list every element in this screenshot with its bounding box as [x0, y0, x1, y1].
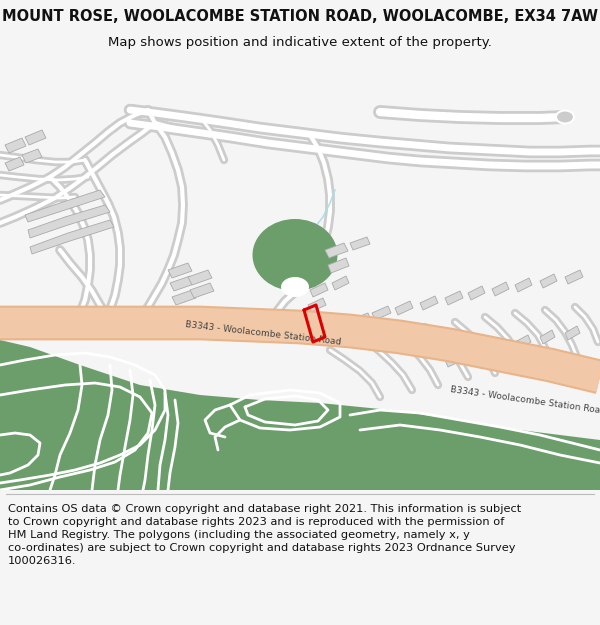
Polygon shape — [445, 353, 463, 367]
Polygon shape — [25, 130, 46, 145]
Polygon shape — [325, 243, 348, 258]
Polygon shape — [0, 340, 600, 490]
Text: Contains OS data © Crown copyright and database right 2021. This information is : Contains OS data © Crown copyright and d… — [8, 504, 521, 566]
Polygon shape — [395, 301, 413, 315]
Polygon shape — [540, 274, 557, 288]
Polygon shape — [22, 149, 42, 163]
Polygon shape — [372, 306, 391, 320]
Polygon shape — [28, 205, 110, 238]
Polygon shape — [468, 346, 485, 360]
Polygon shape — [515, 335, 531, 349]
Ellipse shape — [281, 277, 309, 297]
Text: MOUNT ROSE, WOOLACOMBE STATION ROAD, WOOLACOMBE, EX34 7AW: MOUNT ROSE, WOOLACOMBE STATION ROAD, WOO… — [2, 9, 598, 24]
Ellipse shape — [556, 111, 574, 124]
Polygon shape — [332, 276, 349, 290]
Polygon shape — [350, 313, 371, 327]
Polygon shape — [420, 296, 438, 310]
Polygon shape — [565, 270, 583, 284]
Polygon shape — [492, 282, 509, 296]
Text: B3343 - Woolacombe Station Road: B3343 - Woolacombe Station Road — [185, 319, 342, 346]
Polygon shape — [350, 237, 370, 250]
Polygon shape — [5, 138, 26, 153]
Polygon shape — [190, 283, 214, 298]
Text: B3343 - Woolacombe Station Road: B3343 - Woolacombe Station Road — [450, 384, 600, 416]
Ellipse shape — [253, 219, 337, 291]
Polygon shape — [308, 298, 326, 312]
Polygon shape — [515, 278, 532, 292]
Polygon shape — [30, 220, 114, 254]
Polygon shape — [445, 291, 463, 305]
Polygon shape — [168, 263, 192, 278]
Polygon shape — [188, 270, 212, 285]
Polygon shape — [468, 286, 485, 300]
Polygon shape — [310, 283, 328, 297]
Polygon shape — [25, 190, 105, 222]
Polygon shape — [172, 290, 196, 305]
Polygon shape — [328, 258, 349, 273]
Text: Map shows position and indicative extent of the property.: Map shows position and indicative extent… — [108, 36, 492, 49]
Polygon shape — [540, 330, 555, 344]
Polygon shape — [492, 340, 508, 354]
Polygon shape — [5, 157, 24, 171]
Polygon shape — [170, 276, 194, 291]
Polygon shape — [565, 326, 580, 340]
